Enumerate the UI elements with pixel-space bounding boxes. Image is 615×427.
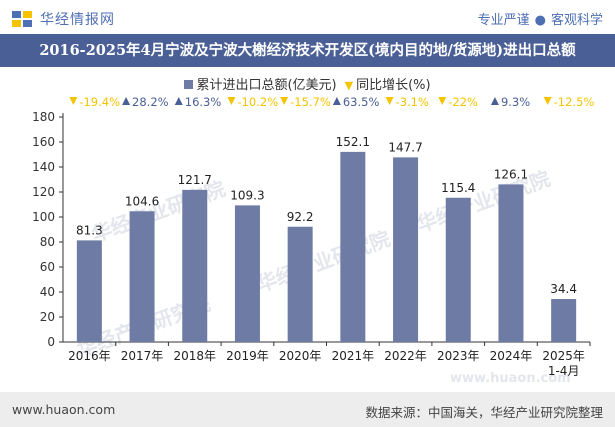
y-tick-label: 160 bbox=[32, 135, 55, 149]
growth-label: -15.7% bbox=[290, 95, 331, 109]
x-tick-label: 2019年 bbox=[226, 349, 269, 363]
bar bbox=[234, 205, 260, 342]
bar-value-label: 34.4 bbox=[550, 282, 577, 296]
growth-down-triangle-icon bbox=[438, 97, 447, 105]
growth-label: 9.3% bbox=[501, 95, 530, 109]
footer: www.huaon.com 数据来源：中国海关，华经产业研究院整理 bbox=[0, 392, 615, 427]
y-tick-label: 20 bbox=[40, 310, 55, 324]
growth-label: 63.5% bbox=[343, 95, 380, 109]
tag-separator: ● bbox=[534, 13, 546, 28]
bar-value-label: 81.3 bbox=[76, 223, 103, 237]
growth-label: -10.2% bbox=[237, 95, 278, 109]
growth-down-triangle-icon bbox=[69, 97, 78, 105]
tag-objective: 客观科学 bbox=[550, 13, 603, 28]
bar bbox=[287, 226, 313, 342]
growth-label: -3.1% bbox=[396, 95, 429, 109]
growth-down-triangle-icon bbox=[280, 97, 289, 105]
growth-label: 28.2% bbox=[132, 95, 169, 109]
bar-chart: 华经产业研究院华经产业研究院华经产业研究院华经产业研究院www.huaon.co… bbox=[32, 95, 594, 386]
bar bbox=[76, 240, 102, 342]
growth-label: 16.3% bbox=[185, 95, 222, 109]
growth-label: -19.4% bbox=[79, 95, 120, 109]
x-tick-label: 2018年 bbox=[173, 349, 216, 363]
bar bbox=[551, 299, 577, 342]
y-tick-label: 60 bbox=[40, 260, 55, 274]
growth-label: -22% bbox=[448, 95, 478, 109]
bar bbox=[182, 189, 208, 342]
growth-up-triangle-icon bbox=[122, 97, 131, 105]
x-tick-label: 2023年 bbox=[437, 349, 480, 363]
bar-value-label: 92.2 bbox=[287, 210, 314, 224]
x-axis: 2016年 2017年 2018年 2019年 2020年 2021年 2022年 2023年… bbox=[68, 342, 591, 378]
legend-marker-label: 同比增长(%) bbox=[356, 78, 431, 93]
watermark-url: www.huaon.com bbox=[450, 371, 571, 386]
x-tick-label: 2022年 bbox=[384, 349, 427, 363]
logo-icon bbox=[12, 11, 32, 27]
bar bbox=[498, 184, 524, 342]
header-tags: 专业严谨 ● 客观科学 bbox=[478, 9, 603, 28]
watermark-text: 华经产业研究院 bbox=[254, 226, 394, 296]
watermark-text: 华经产业研究院 bbox=[414, 166, 554, 236]
growth-down-triangle-icon bbox=[543, 97, 552, 105]
bar bbox=[129, 211, 155, 342]
bar-value-label: 104.6 bbox=[125, 194, 159, 208]
x-tick-label: 2016年 bbox=[68, 349, 111, 363]
bar-value-label: 147.7 bbox=[388, 140, 422, 154]
y-tick-label: 120 bbox=[32, 185, 55, 199]
legend-bar-swatch bbox=[184, 80, 194, 89]
y-tick-label: 80 bbox=[40, 235, 55, 249]
chart-legend: 累计进出口总额(亿美元) ▼ 同比增长(%) bbox=[0, 74, 615, 93]
growth-up-triangle-icon bbox=[174, 97, 183, 105]
legend-triangle-icon: ▼ bbox=[344, 79, 354, 92]
bar-value-label: 115.4 bbox=[441, 181, 475, 195]
chart-title: 2016-2025年4月宁波及宁波大榭经济技术开发区(境内目的地/货源地)进出口… bbox=[0, 34, 615, 67]
bar-value-label: 109.3 bbox=[230, 188, 264, 202]
logo-text: 华经情报网 bbox=[40, 12, 115, 28]
growth-down-triangle-icon bbox=[227, 97, 236, 105]
bar-value-label: 152.1 bbox=[336, 135, 370, 149]
y-tick-label: 140 bbox=[32, 160, 55, 174]
footer-url[interactable]: www.huaon.com bbox=[12, 402, 116, 417]
x-tick-label: 2021年 bbox=[332, 349, 375, 363]
logo[interactable]: 华经情报网 bbox=[12, 9, 115, 29]
bar bbox=[340, 151, 366, 342]
y-tick-label: 180 bbox=[32, 110, 55, 124]
bar bbox=[393, 157, 419, 342]
bars: 81.3 104.6 121.7 109.3 92.2 152.1 147.7 115.4 12… bbox=[76, 135, 577, 342]
y-tick-label: 40 bbox=[40, 285, 55, 299]
bar bbox=[445, 197, 471, 342]
growth-up-triangle-icon bbox=[332, 97, 341, 105]
x-tick-label: 2024年 bbox=[490, 349, 533, 363]
growth-down-triangle-icon bbox=[385, 97, 394, 105]
legend-bar-label: 累计进出口总额(亿美元) bbox=[196, 78, 337, 93]
growth-row: -19.4% 28.2% 16.3% -10.2% -15.7% 63.5% -3.1% -2… bbox=[69, 95, 594, 109]
growth-label: -12.5% bbox=[554, 95, 595, 109]
x-tick-label: 2020年 bbox=[279, 349, 322, 363]
y-tick-label: 100 bbox=[32, 210, 55, 224]
y-tick-label: 0 bbox=[47, 335, 55, 349]
bar-value-label: 126.1 bbox=[494, 167, 528, 181]
x-tick-label: 2025年 bbox=[542, 349, 585, 363]
tag-professional: 专业严谨 bbox=[477, 13, 530, 28]
x-tick-label: 1-4月 bbox=[548, 364, 580, 378]
top-bar: 华经情报网 专业严谨 ● 客观科学 bbox=[0, 0, 615, 34]
growth-up-triangle-icon bbox=[490, 97, 499, 105]
bar-value-label: 121.7 bbox=[178, 173, 212, 187]
x-tick-label: 2017年 bbox=[121, 349, 164, 363]
footer-source: 数据来源：中国海关，华经产业研究院整理 bbox=[365, 405, 603, 420]
